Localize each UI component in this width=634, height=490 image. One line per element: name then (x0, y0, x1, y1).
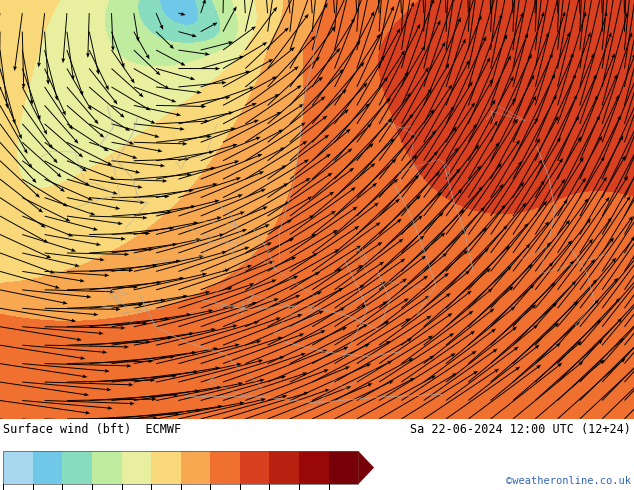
Text: ©weatheronline.co.uk: ©weatheronline.co.uk (506, 476, 631, 487)
Bar (328, 451, 358, 484)
Bar (33, 451, 62, 484)
Bar (299, 451, 328, 484)
Bar (62, 451, 92, 484)
Bar (3, 451, 33, 484)
Text: Sa 22-06-2024 12:00 UTC (12+24): Sa 22-06-2024 12:00 UTC (12+24) (410, 422, 631, 436)
Bar (92, 451, 122, 484)
Bar (210, 451, 240, 484)
Bar (269, 451, 299, 484)
Bar (122, 451, 151, 484)
Polygon shape (358, 451, 374, 484)
Bar (181, 451, 210, 484)
Bar (3, 451, 358, 484)
Text: Surface wind (bft)  ECMWF: Surface wind (bft) ECMWF (3, 422, 181, 436)
Bar (151, 451, 181, 484)
Bar (240, 451, 269, 484)
